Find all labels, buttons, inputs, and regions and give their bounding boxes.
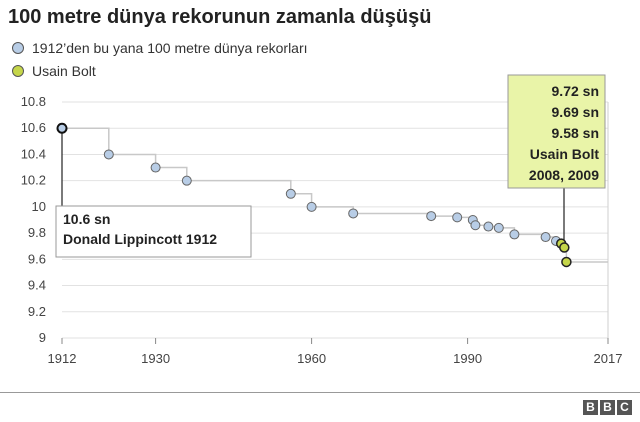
x-tick-label: 2017 [594,351,623,366]
y-tick-label: 10.6 [21,120,46,135]
annotation-text-bolt: 9.58 sn [552,125,599,141]
y-tick-label: 10.8 [21,94,46,109]
legend-label-records: 1912’den bu yana 100 metre dünya rekorla… [32,40,308,56]
bbc-logo: B B C [581,400,632,415]
y-tick-label: 9.2 [28,304,46,319]
data-point-record [285,188,296,199]
bbc-logo-letter: C [617,400,632,415]
annotation-text-bolt: Usain Bolt [530,146,600,162]
x-tick-label: 1990 [453,351,482,366]
annotation-box-bolt [507,74,606,189]
y-tick-label: 10.2 [21,173,46,188]
bbc-logo-letter: B [600,400,615,415]
data-point-bolt [561,256,572,268]
data-point-record [493,222,504,233]
y-tick-label: 10.4 [21,146,46,161]
annotation-text-first: Donald Lippincott 1912 [63,231,217,247]
legend-item-bolt: Usain Bolt [12,61,308,81]
data-point-record [426,211,437,222]
y-tick-label: 9.6 [28,251,46,266]
data-point-record [509,229,520,240]
data-point-record [103,149,114,160]
x-tick-label: 1960 [297,351,326,366]
annotation-text-bolt: 9.69 sn [552,104,599,120]
chart-title: 100 metre dünya rekorunun zamanla düşüşü [8,6,432,28]
data-point-record [540,232,551,243]
legend-item-records: 1912’den bu yana 100 metre dünya rekorla… [12,38,308,58]
annotation-box-first [55,205,252,258]
data-point-record [56,122,68,134]
data-point-bolt [559,242,570,253]
bbc-logo-letter: B [583,400,598,415]
world-record-chart: 9 9.2 9.4 9.6 9.8 10 10.2 10.4 10.6 10.8 1912 1930 1… [21,74,623,366]
data-point-record [181,175,192,186]
y-tick-label: 9 [39,330,46,345]
y-tick-label: 9.8 [28,225,46,240]
annotation-text-bolt: 2008, 2009 [529,167,599,183]
legend-label-bolt: Usain Bolt [32,63,96,79]
footer-divider [0,392,640,393]
data-point-record [306,201,317,212]
legend-marker-records [12,42,24,54]
data-point-record [150,162,161,173]
data-point-record [452,212,463,223]
x-tick-label: 1912 [48,351,77,366]
y-tick-label: 9.4 [28,278,46,293]
y-tick-label: 10 [32,199,46,214]
legend: 1912’den bu yana 100 metre dünya rekorla… [12,38,308,84]
data-point-record [348,208,359,219]
legend-marker-bolt [12,65,24,77]
data-point-record [483,221,494,232]
annotation-text-bolt: 9.72 sn [552,83,599,99]
x-tick-label: 1930 [141,351,170,366]
data-point-record [470,220,481,231]
annotation-text-first: 10.6 sn [63,211,110,227]
